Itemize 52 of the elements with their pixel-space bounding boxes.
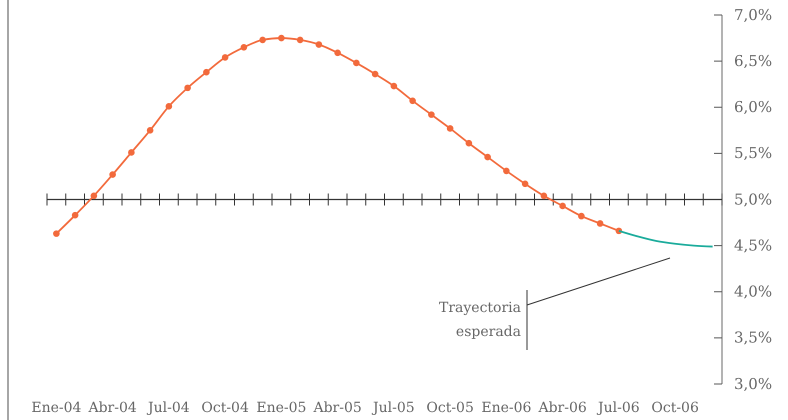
point xyxy=(446,125,454,132)
point xyxy=(146,127,154,134)
point xyxy=(559,202,566,210)
point xyxy=(390,82,398,90)
x-tick-label: Abr-04 xyxy=(87,400,137,416)
point xyxy=(334,50,341,56)
y-tick-label: 7,0% xyxy=(734,6,772,24)
x-tick-label: Ene-06 xyxy=(481,400,532,416)
y-tick-label: 6,5% xyxy=(734,52,772,70)
x-tick-label: Oct-06 xyxy=(651,400,699,416)
point xyxy=(90,192,98,200)
point xyxy=(72,212,78,218)
point xyxy=(596,220,604,227)
point xyxy=(53,230,60,237)
x-tick-label: Ene-04 xyxy=(31,400,82,416)
y-tick-label: 4,0% xyxy=(734,282,772,301)
point xyxy=(372,70,378,78)
y-tick-label: 4,5% xyxy=(734,236,772,254)
x-tick-label: Jul-05 xyxy=(371,400,415,416)
point xyxy=(166,103,172,110)
x-tick-label: Oct-04 xyxy=(201,400,249,416)
point xyxy=(316,41,322,48)
x-tick-label: Abr-06 xyxy=(537,400,587,416)
point xyxy=(409,97,416,104)
y-tick-label: 3,0% xyxy=(734,374,772,393)
point xyxy=(522,180,528,188)
point xyxy=(109,171,116,178)
y-tick-label: 6,0% xyxy=(734,98,772,116)
point xyxy=(203,68,210,76)
y-tick-label: 5,0% xyxy=(734,190,772,208)
x-tick-label: Jul-04 xyxy=(146,400,190,416)
x-tick-label: Ene-05 xyxy=(256,400,306,416)
x-tick-label: Oct-05 xyxy=(426,400,474,416)
point xyxy=(184,84,191,92)
point xyxy=(128,149,135,156)
point xyxy=(503,168,510,174)
point xyxy=(466,140,472,147)
point xyxy=(222,54,228,61)
annotation: Trayectoria esperada xyxy=(439,300,521,340)
point xyxy=(259,36,266,44)
point xyxy=(353,60,360,66)
point xyxy=(540,192,548,200)
y-tick-label: 5,5% xyxy=(734,144,772,162)
point xyxy=(578,212,585,220)
point xyxy=(240,44,248,51)
x-tick-label: Abr-05 xyxy=(312,400,362,416)
point xyxy=(278,34,285,42)
point xyxy=(428,111,435,118)
point xyxy=(484,154,491,160)
x-tick-label: Jul-06 xyxy=(596,400,640,416)
point xyxy=(296,36,304,44)
y-tick-label: 3,5% xyxy=(734,328,772,347)
